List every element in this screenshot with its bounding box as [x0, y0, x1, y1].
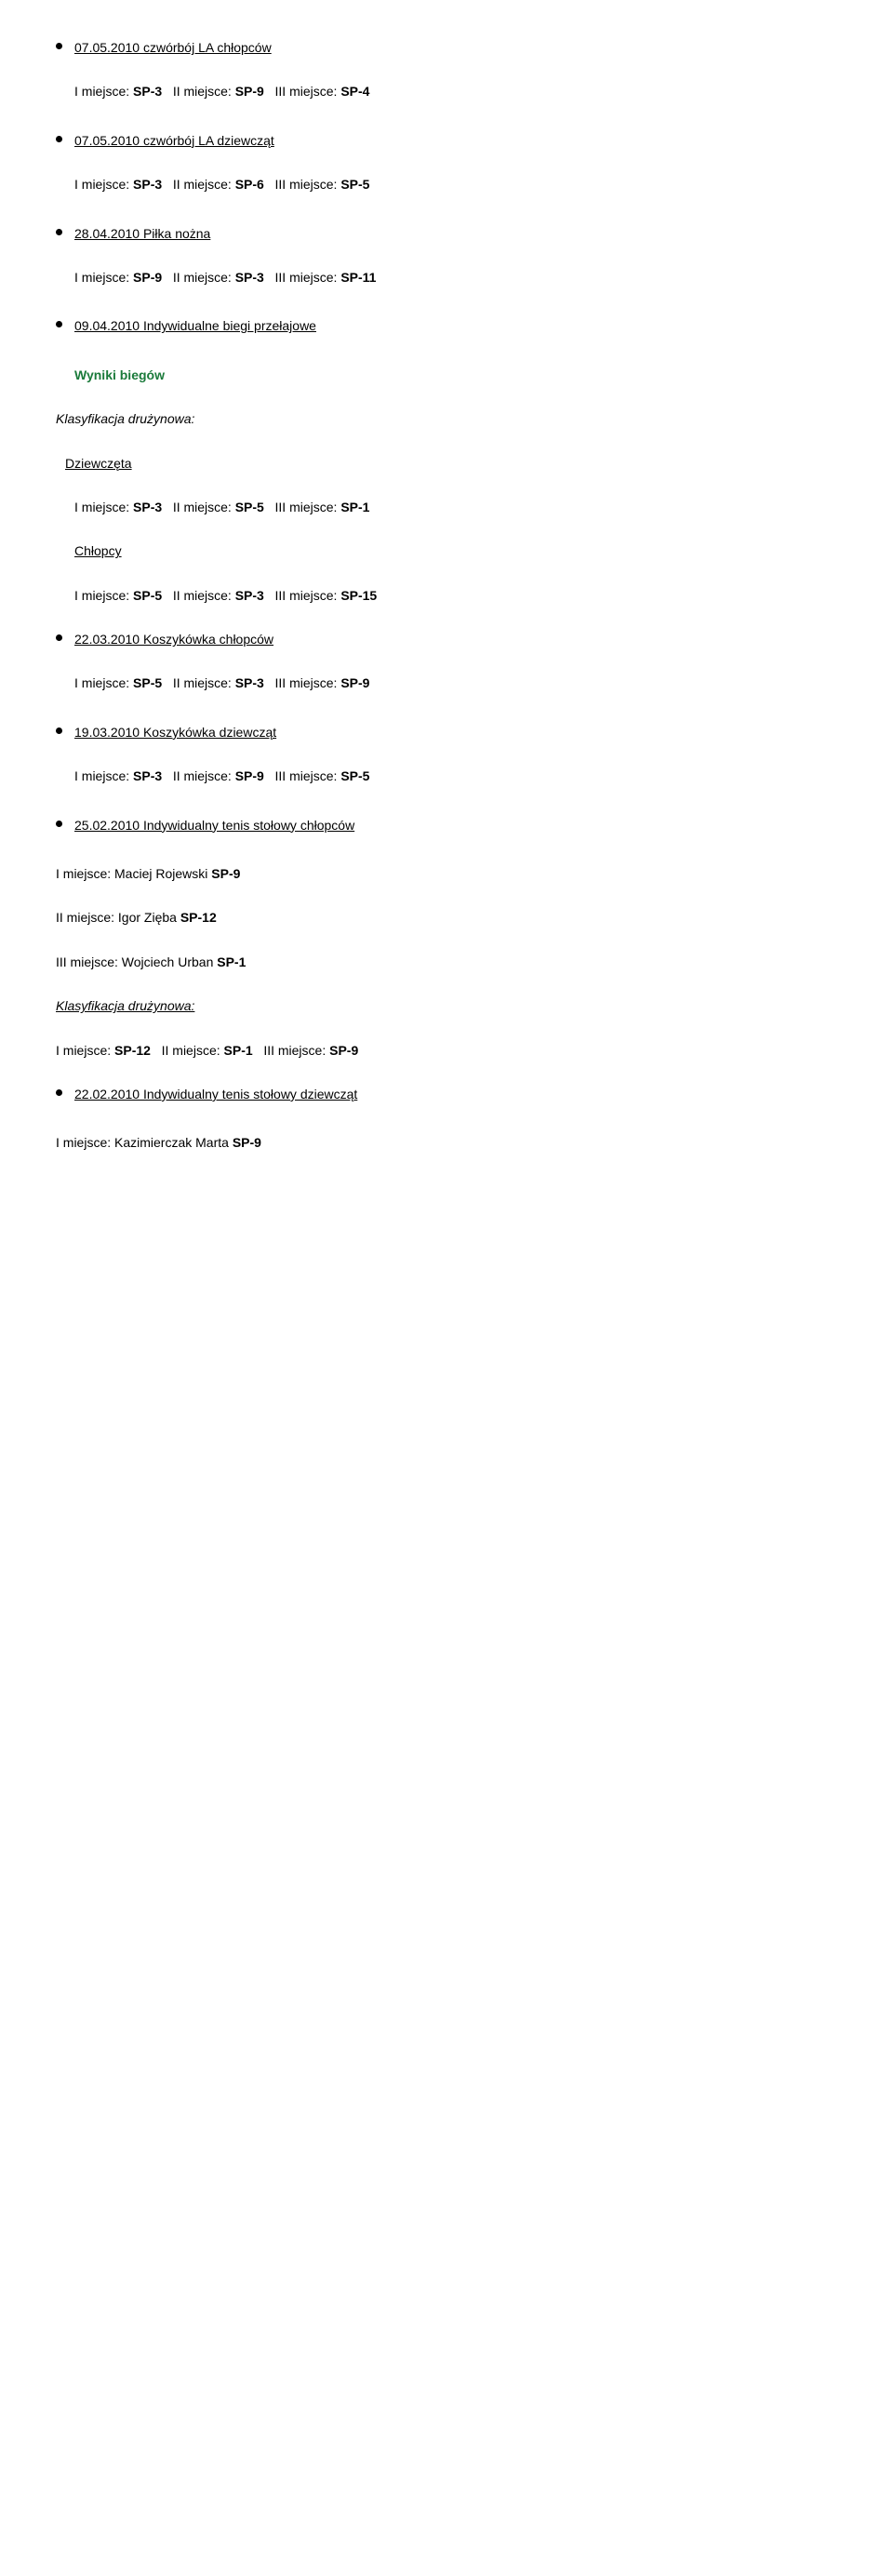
place-value: SP-5: [235, 500, 264, 514]
place-value: SP-4: [340, 84, 369, 99]
person-result: I miejsce: Maciej Rojewski SP-9: [56, 863, 837, 884]
event-title: 07.05.2010 czwórbój LA dziewcząt: [74, 133, 274, 148]
place-value: SP-1: [224, 1043, 253, 1058]
person-team: SP-12: [180, 910, 217, 925]
place-label: I miejsce:: [74, 588, 129, 603]
place-label: II miejsce:: [173, 588, 232, 603]
place-value: SP-11: [340, 270, 376, 285]
event-item: 07.05.2010 czwórbój LA dziewcząt I miejs…: [74, 130, 837, 195]
place-label: I miejsce:: [74, 675, 129, 690]
event-item: 22.03.2010 Koszykówka chłopców I miejsce…: [74, 629, 837, 694]
result-line: I miejsce: SP-5 II miejsce: SP-3 III mie…: [74, 673, 837, 693]
place-value: SP-6: [235, 177, 264, 192]
place-label: II miejsce:: [173, 270, 232, 285]
event-item: 07.05.2010 czwórbój LA chłopców I miejsc…: [74, 37, 837, 102]
place-label: II miejsce:: [173, 177, 232, 192]
place-value: SP-5: [340, 177, 369, 192]
place-label: II miejsce:: [173, 768, 232, 783]
place-label: I miejsce:: [74, 84, 129, 99]
biegi-details: Wyniki biegów Klasyfikacja drużynowa: Dz…: [56, 365, 837, 606]
place-label: I miejsce:: [74, 768, 129, 783]
result-line: I miejsce: SP-3 II miejsce: SP-6 III mie…: [74, 174, 837, 194]
result-line: I miejsce: SP-3 II miejsce: SP-5 III mie…: [74, 497, 837, 517]
place-value: SP-3: [133, 500, 162, 514]
place-label: I miejsce:: [74, 177, 129, 192]
person-team: SP-9: [211, 866, 240, 881]
place-label: III miejsce:: [275, 675, 338, 690]
result-line: I miejsce: SP-3 II miejsce: SP-9 III mie…: [74, 81, 837, 101]
place-label: II miejsce:: [173, 675, 232, 690]
place-label: III miejsce:: [275, 588, 338, 603]
place-label: III miejsce:: [275, 768, 338, 783]
klasyfikacja-label: Klasyfikacja drużynowa:: [56, 408, 837, 429]
place-label: III miejsce:: [275, 500, 338, 514]
result-line: I miejsce: SP-5 II miejsce: SP-3 III mie…: [74, 585, 837, 606]
event-item: 09.04.2010 Indywidualne biegi przełajowe: [74, 315, 837, 336]
chlopcy-heading: Chłopcy: [74, 541, 837, 561]
tenis-ch-details: I miejsce: Maciej Rojewski SP-9 II miejs…: [56, 863, 837, 1061]
person-team: SP-1: [217, 954, 246, 969]
place-value: SP-3: [133, 84, 162, 99]
place-value: SP-9: [329, 1043, 358, 1058]
place-value: SP-9: [235, 768, 264, 783]
event-title: 25.02.2010 Indywidualny tenis stołowy ch…: [74, 818, 354, 833]
event-title: 22.03.2010 Koszykówka chłopców: [74, 632, 273, 647]
event-item: 22.02.2010 Indywidualny tenis stołowy dz…: [74, 1084, 837, 1104]
place-value: SP-12: [114, 1043, 151, 1058]
person-label: I miejsce: Maciej Rojewski: [56, 866, 211, 881]
place-value: SP-5: [340, 768, 369, 783]
place-label: II miejsce:: [173, 84, 232, 99]
event-item: 28.04.2010 Piłka nożna I miejsce: SP-9 I…: [74, 223, 837, 288]
place-value: SP-5: [133, 675, 162, 690]
event-title: 09.04.2010 Indywidualne biegi przełajowe: [74, 318, 316, 333]
tenis-dz-details: I miejsce: Kazimierczak Marta SP-9: [56, 1132, 837, 1153]
event-item: 25.02.2010 Indywidualny tenis stołowy ch…: [74, 815, 837, 835]
place-value: SP-3: [133, 177, 162, 192]
place-label: III miejsce:: [275, 177, 338, 192]
event-title: 28.04.2010 Piłka nożna: [74, 226, 210, 241]
person-result: III miejsce: Wojciech Urban SP-1: [56, 952, 837, 972]
person-team: SP-9: [233, 1135, 261, 1150]
place-label: III miejsce:: [275, 84, 338, 99]
place-label: I miejsce:: [74, 500, 129, 514]
place-value: SP-3: [235, 270, 264, 285]
event-title: 19.03.2010 Koszykówka dziewcząt: [74, 725, 276, 740]
wyniki-biegow-label: Wyniki biegów: [74, 365, 837, 385]
dziewczeta-heading: Dziewczęta: [65, 453, 837, 474]
place-value: SP-5: [133, 588, 162, 603]
result-line: I miejsce: SP-9 II miejsce: SP-3 III mie…: [74, 267, 837, 287]
event-list: 22.02.2010 Indywidualny tenis stołowy dz…: [56, 1084, 837, 1104]
place-label: I miejsce:: [56, 1043, 111, 1058]
place-value: SP-3: [133, 768, 162, 783]
person-result: I miejsce: Kazimierczak Marta SP-9: [56, 1132, 837, 1153]
place-label: III miejsce:: [275, 270, 338, 285]
result-line: I miejsce: SP-12 II miejsce: SP-1 III mi…: [56, 1040, 837, 1061]
person-label: I miejsce: Kazimierczak Marta: [56, 1135, 233, 1150]
event-list: 07.05.2010 czwórbój LA chłopców I miejsc…: [56, 37, 837, 337]
place-label: I miejsce:: [74, 270, 129, 285]
person-label: III miejsce: Wojciech Urban: [56, 954, 217, 969]
place-value: SP-3: [235, 675, 264, 690]
place-value: SP-15: [340, 588, 377, 603]
place-label: II miejsce:: [162, 1043, 220, 1058]
klasyfikacja-label: Klasyfikacja drużynowa:: [56, 995, 837, 1016]
place-value: SP-9: [133, 270, 162, 285]
place-value: SP-3: [235, 588, 264, 603]
place-label: II miejsce:: [173, 500, 232, 514]
place-value: SP-9: [340, 675, 369, 690]
event-title: 07.05.2010 czwórbój LA chłopców: [74, 40, 272, 55]
event-item: 19.03.2010 Koszykówka dziewcząt I miejsc…: [74, 722, 837, 787]
place-label: III miejsce:: [263, 1043, 326, 1058]
event-list: 22.03.2010 Koszykówka chłopców I miejsce…: [56, 629, 837, 835]
person-label: II miejsce: Igor Zięba: [56, 910, 180, 925]
place-value: SP-9: [235, 84, 264, 99]
person-result: II miejsce: Igor Zięba SP-12: [56, 907, 837, 928]
place-value: SP-1: [340, 500, 369, 514]
result-line: I miejsce: SP-3 II miejsce: SP-9 III mie…: [74, 766, 837, 786]
event-title: 22.02.2010 Indywidualny tenis stołowy dz…: [74, 1087, 357, 1101]
